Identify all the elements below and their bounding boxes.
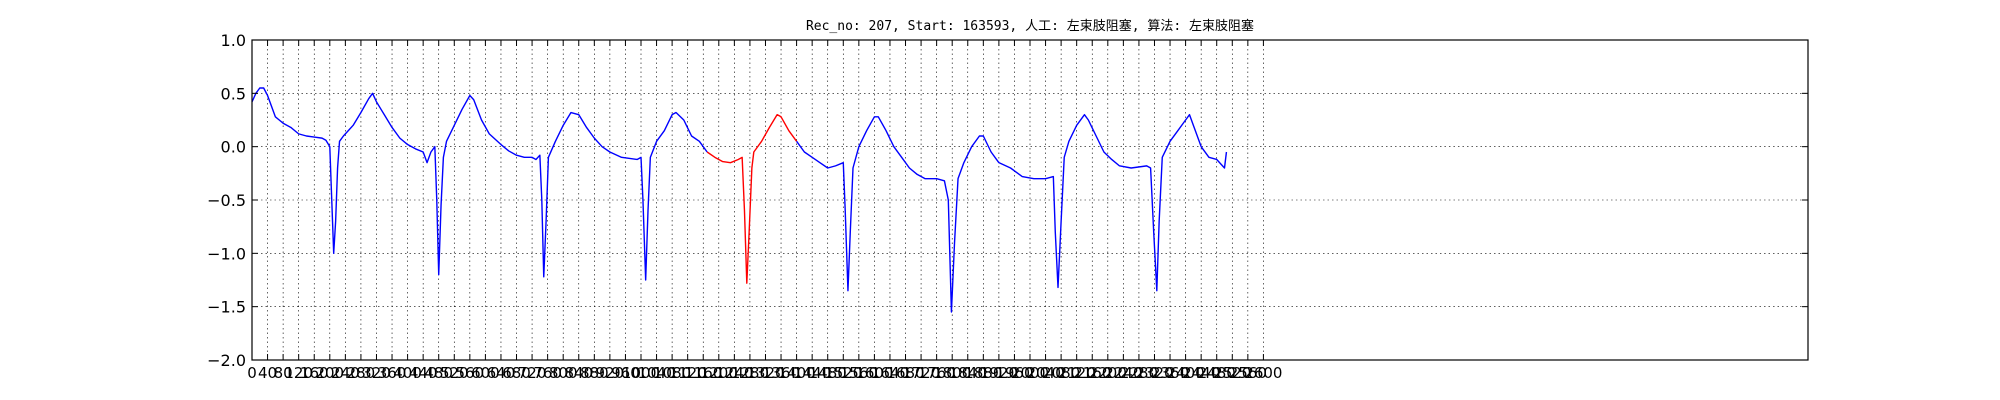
chart-title: Rec_no: 207, Start: 163593, 人工: 左束肢阻塞, 算… xyxy=(806,18,1254,34)
x-tick-label: 2000 xyxy=(1011,364,1049,382)
x-tick-label: 80 xyxy=(274,364,293,382)
x-tick-label: 280 xyxy=(347,364,376,382)
y-tick-label: 0.0 xyxy=(221,138,246,157)
x-tick-label: 1480 xyxy=(809,364,847,382)
x-tick-label: 2440 xyxy=(1182,364,1220,382)
x-tick-label: 720 xyxy=(518,364,547,382)
x-tick-label: 1280 xyxy=(731,364,769,382)
y-tick-label: −0.5 xyxy=(207,191,246,210)
x-tick-label: 1000 xyxy=(622,364,660,382)
x-tick-label: 520 xyxy=(440,364,469,382)
x-tick-label: 1040 xyxy=(637,364,675,382)
x-tick-label: 1640 xyxy=(871,364,909,382)
x-tick-label: 0 xyxy=(247,364,257,382)
x-tick-label: 480 xyxy=(424,364,453,382)
y-tick-label: −2.0 xyxy=(207,351,246,370)
x-tick-label: 2040 xyxy=(1026,364,1064,382)
x-tick-label: 40 xyxy=(258,364,277,382)
y-tick-label: 0.5 xyxy=(221,84,246,103)
plot-frame xyxy=(251,39,1809,361)
x-tick-label: 680 xyxy=(502,364,531,382)
x-axis: 0 408012016020024028032036040044048052056… xyxy=(247,40,1282,382)
x-tick-label: 1880 xyxy=(964,364,1002,382)
x-tick-label: 2160 xyxy=(1073,364,1111,382)
series-line-3 xyxy=(796,113,1228,313)
x-tick-label: 2480 xyxy=(1198,364,1236,382)
x-tick-label: 2360 xyxy=(1151,364,1189,382)
grid-lines xyxy=(252,40,1808,360)
x-tick-label: 2560 xyxy=(1229,364,1267,382)
x-tick-label: 920 xyxy=(596,364,625,382)
x-tick-label: 640 xyxy=(487,364,516,382)
x-tick-label: 1840 xyxy=(949,364,987,382)
x-tick-label: 1680 xyxy=(886,364,924,382)
x-tick-label: 1320 xyxy=(746,364,784,382)
y-tick-label: 1.0 xyxy=(221,31,246,50)
series-lines xyxy=(251,87,1228,313)
series-line-1 xyxy=(251,87,708,281)
y-axis: 1.0 0.5 0.0 −0.5 −1.0 −1.5 −2.0 xyxy=(207,31,1808,370)
x-tick-label: 600 xyxy=(471,364,500,382)
x-tick-label: 200 xyxy=(315,364,344,382)
x-tick-label: 1080 xyxy=(653,364,691,382)
x-tick-label: 2120 xyxy=(1058,364,1096,382)
x-tick-label: 1920 xyxy=(980,364,1018,382)
y-tick-label: −1.5 xyxy=(207,298,246,317)
series-line-2 xyxy=(706,113,798,284)
x-tick-label: 1600 xyxy=(855,364,893,382)
x-tick-label: 1120 xyxy=(669,364,707,382)
x-tick-label: 1360 xyxy=(762,364,800,382)
y-tick-label: −1.0 xyxy=(207,244,246,263)
x-tick-label: 1960 xyxy=(995,364,1033,382)
x-tick-label: 2320 xyxy=(1135,364,1173,382)
x-tick-label: 1400 xyxy=(778,364,816,382)
x-tick-label: 160 xyxy=(300,364,329,382)
x-tick-label: 880 xyxy=(580,364,609,382)
x-tick-label: 120 xyxy=(284,364,313,382)
x-tick-label: 360 xyxy=(378,364,407,382)
x-tick-label: 2400 xyxy=(1167,364,1205,382)
x-tick-label: 2240 xyxy=(1104,364,1142,382)
x-tick-label: 1760 xyxy=(918,364,956,382)
x-tick-label: 2200 xyxy=(1089,364,1127,382)
x-tick-label: 2600 xyxy=(1244,364,1282,382)
x-tick-label: 1720 xyxy=(902,364,940,382)
x-tick-label: 1800 xyxy=(933,364,971,382)
x-tick-label: 1560 xyxy=(840,364,878,382)
x-tick-label: 240 xyxy=(331,364,360,382)
x-tick-label: 560 xyxy=(456,364,485,382)
x-tick-label: 440 xyxy=(409,364,438,382)
x-tick-label: 760 xyxy=(533,364,562,382)
x-tick-label: 400 xyxy=(393,364,422,382)
x-tick-label: 320 xyxy=(362,364,391,382)
x-tick-label: 1440 xyxy=(793,364,831,382)
x-tick-label: 2080 xyxy=(1042,364,1080,382)
x-tick-label: 2280 xyxy=(1120,364,1158,382)
x-tick-label: 960 xyxy=(611,364,640,382)
x-tick-label: 1520 xyxy=(824,364,862,382)
x-tick-label: 1240 xyxy=(715,364,753,382)
x-tick-label: 1160 xyxy=(684,364,722,382)
x-tick-label: 2520 xyxy=(1213,364,1251,382)
x-tick-label: 1200 xyxy=(700,364,738,382)
x-tick-label: 840 xyxy=(564,364,593,382)
x-tick-label: 800 xyxy=(549,364,578,382)
